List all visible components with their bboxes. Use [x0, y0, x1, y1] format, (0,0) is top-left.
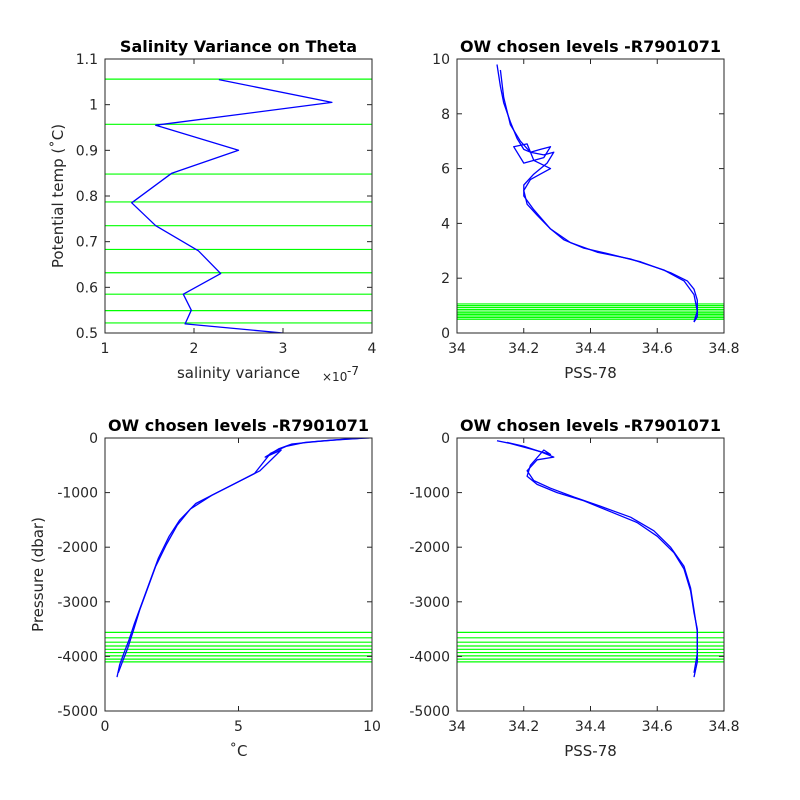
x-tick-label: 2 [190, 341, 199, 357]
plot-area [457, 59, 724, 333]
y-tick-label: 4 [441, 216, 450, 232]
x-axis-exponent-power: -7 [347, 364, 359, 378]
series-line-1 [131, 78, 333, 333]
x-axis-label: PSS-78 [564, 742, 617, 760]
x-tick-label: 3 [279, 341, 288, 357]
level-lines [457, 631, 724, 663]
x-axis-exponent: ×10 [322, 370, 347, 384]
x-tick-label: 34.4 [575, 719, 606, 735]
y-tick-label: 10 [432, 52, 450, 68]
chart-title: OW chosen levels -R7901071 [460, 416, 721, 435]
y-tick-label: -4000 [57, 649, 98, 665]
y-tick-label: -3000 [409, 595, 450, 611]
y-tick-label: -4000 [409, 649, 450, 665]
y-tick-label: 0.9 [76, 143, 98, 159]
x-tick-label: 34.6 [642, 719, 673, 735]
y-tick-label: 1 [89, 98, 98, 114]
subplot-2: 34 34.2 34.4 34.6 34.8 0 2 4 6 8 10 OW chosen level… [432, 37, 739, 382]
x-tick-label: 34.6 [642, 341, 673, 357]
plot-area [105, 59, 372, 333]
y-tick-label: 1.1 [76, 52, 98, 68]
series-group [131, 78, 333, 333]
x-tick-label: 5 [234, 719, 243, 735]
x-axis-label: ˚C [230, 742, 248, 760]
x-tick-label: 34.2 [508, 341, 539, 357]
y-tick-label: 0.6 [76, 280, 98, 296]
y-tick-label: 0 [441, 326, 450, 342]
x-tick-label: 34 [448, 341, 466, 357]
y-axis-label: Pressure (dbar) [29, 517, 47, 632]
series-group [496, 64, 698, 323]
x-tick-label: 34 [448, 719, 466, 735]
y-tick-label: -2000 [57, 540, 98, 556]
y-tick-label: -2000 [409, 540, 450, 556]
y-tick-label: -1000 [409, 486, 450, 502]
x-axis-label: PSS-78 [564, 364, 617, 382]
series-line-2 [117, 438, 359, 674]
x-tick-label: 0 [101, 719, 110, 735]
y-tick-label: -1000 [57, 486, 98, 502]
x-tick-label: 34.4 [575, 341, 606, 357]
y-tick-label: 6 [441, 162, 450, 178]
chart-title: OW chosen levels -R7901071 [108, 416, 369, 435]
level-lines [457, 303, 724, 320]
y-tick-label: 0.8 [76, 189, 98, 205]
y-tick-label: 0 [441, 431, 450, 447]
x-tick-label: 34.8 [708, 341, 739, 357]
series-group [116, 438, 370, 678]
y-tick-label: 2 [441, 271, 450, 287]
plot-area [105, 438, 372, 711]
x-tick-label: 34.8 [708, 719, 739, 735]
x-tick-label: 10 [363, 719, 381, 735]
y-tick-label: 8 [441, 107, 450, 123]
series-line-2 [506, 441, 698, 673]
level-lines [105, 631, 372, 663]
y-tick-label: 0 [89, 431, 98, 447]
subplot-1: 1 2 3 4 0.5 0.6 0.7 0.8 0.9 1 1.1 Salinity Variance… [49, 37, 377, 384]
y-axis-label: Potential temp (˚C) [49, 124, 67, 268]
y-tick-label: -3000 [57, 595, 98, 611]
subplot-3: 0 5 10 -5000 -4000 -3000 -2000 -1000 0 OW chosen … [29, 416, 381, 760]
y-tick-label: 0.7 [76, 235, 98, 251]
y-tick-label: 0.5 [76, 326, 98, 342]
series-line-1 [496, 64, 698, 323]
x-axis-label: salinity variance [177, 364, 300, 382]
chart-title: Salinity Variance on Theta [120, 37, 357, 56]
chart-title: OW chosen levels -R7901071 [460, 37, 721, 56]
x-tick-label: 34.2 [508, 719, 539, 735]
series-group [496, 440, 698, 678]
y-tick-label: -5000 [57, 704, 98, 720]
y-tick-label: -5000 [409, 704, 450, 720]
x-tick-label: 4 [368, 341, 377, 357]
x-tick-label: 1 [101, 341, 110, 357]
plot-area [457, 438, 724, 711]
series-line-2 [499, 69, 698, 323]
subplot-4: 34 34.2 34.4 34.6 34.8 -5000 -4000 -3000 -2000 -1… [409, 416, 739, 760]
level-lines [105, 78, 372, 324]
